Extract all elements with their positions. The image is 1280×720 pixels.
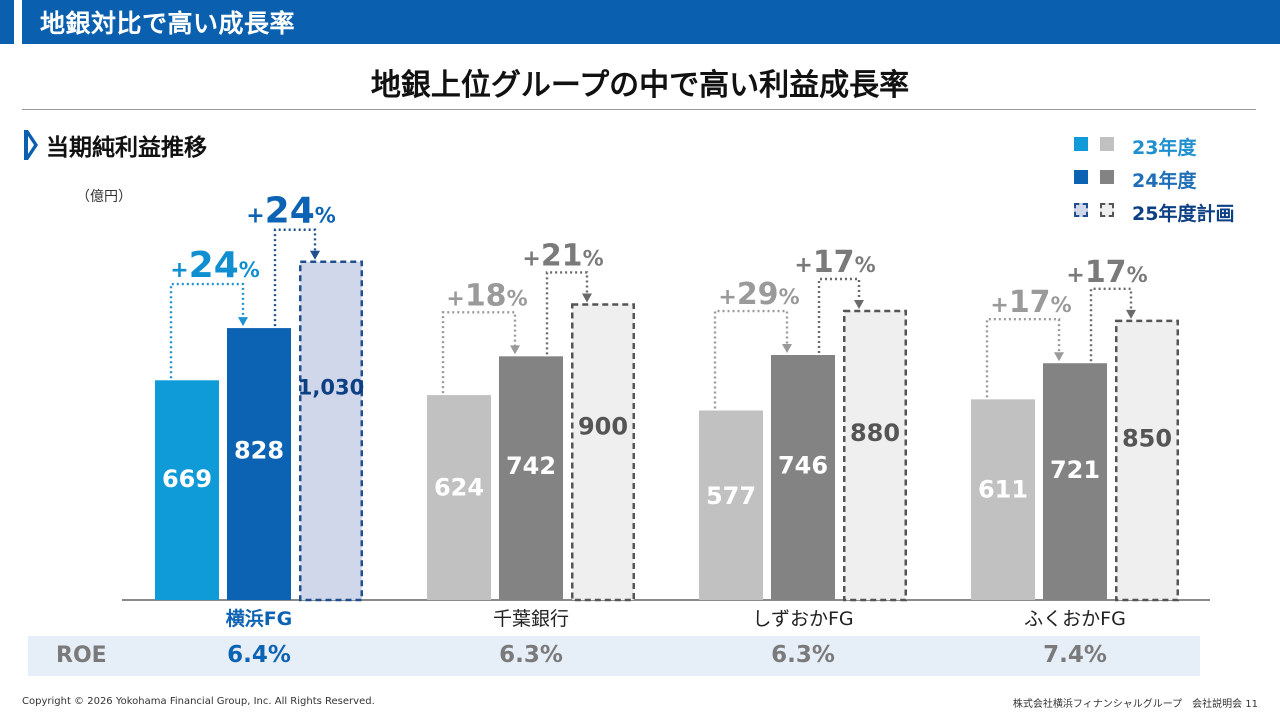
value-label-chiba-fy25: 900	[578, 412, 628, 440]
growth-label-24-25-yokohama: +24%	[246, 191, 336, 232]
legend-swatch-fy25-blue	[1074, 203, 1088, 217]
bar-shizuoka-fy24	[771, 355, 835, 600]
value-label-shizuoka-fy24: 746	[778, 451, 828, 479]
growth-arrowhead-23-24-shizuoka	[782, 344, 792, 354]
bar-fukuoka-fy23	[971, 399, 1035, 600]
bar-chiba-fy24	[499, 356, 563, 600]
bar-chiba-fy25	[571, 303, 635, 602]
page-title: 地銀対比で高い成長率	[40, 9, 296, 38]
unit-label: （億円）	[76, 189, 132, 205]
bar-shizuoka-fy23	[699, 410, 763, 600]
net-income-chart: 669 828 1,030 +24% +24% 横浜FG 624 742 900 +18% +21%…	[122, 191, 1210, 630]
footer-copyright: Copyright © 2026 Yokohama Financial Grou…	[22, 696, 375, 707]
bar-yokohama-fy23	[155, 380, 219, 600]
category-label-yokohama: 横浜FG	[226, 607, 293, 630]
legend-item-fy24: 24年度	[1074, 166, 1264, 192]
bar-yokohama-fy24	[227, 328, 291, 600]
growth-label-24-25-chiba: +21%	[522, 238, 603, 273]
bar-chiba-fy23	[427, 395, 491, 600]
value-label-fukuoka-fy23: 611	[978, 476, 1028, 504]
category-label-chiba: 千葉銀行	[493, 608, 569, 630]
footer-company-page: 株式会社横浜フィナンシャルグループ 会社説明会 11	[1012, 699, 1258, 710]
legend-swatch-fy23-gray	[1100, 137, 1114, 151]
value-label-yokohama-fy23: 669	[162, 465, 212, 493]
roe-band	[28, 636, 1200, 676]
bar-yokohama-fy25	[299, 260, 363, 602]
headline: 地銀上位グループの中で高い利益成長率	[370, 68, 910, 103]
section-title: 当期純利益推移	[46, 135, 207, 161]
header-accent	[0, 0, 22, 44]
legend-swatch-fy25-gray	[1100, 203, 1114, 217]
value-label-fukuoka-fy25: 850	[1122, 424, 1172, 452]
headline-divider	[22, 109, 1256, 110]
value-label-yokohama-fy24: 828	[234, 436, 284, 464]
value-label-shizuoka-fy23: 577	[706, 482, 756, 510]
legend-label-fy25: 25年度計画	[1132, 203, 1235, 225]
value-label-shizuoka-fy25: 880	[850, 419, 900, 447]
roe-label: ROE	[56, 643, 107, 668]
legend-label-fy23: 23年度	[1132, 137, 1197, 159]
legend-swatch-fy23-blue	[1074, 137, 1088, 151]
growth-arrowhead-23-24-chiba	[510, 345, 520, 355]
growth-arrow-24-25-fukuoka	[1089, 287, 1133, 362]
category-label-shizuoka: しずおかFG	[752, 608, 853, 630]
value-label-chiba-fy23: 624	[434, 473, 484, 501]
growth-arrow-23-24-shizuoka	[713, 309, 789, 409]
legend-item-fy23: 23年度	[1074, 133, 1264, 159]
bar-fukuoka-fy25	[1115, 319, 1179, 602]
growth-arrowhead-23-24-yokohama	[238, 317, 248, 327]
growth-arrow-24-25-chiba	[545, 271, 589, 355]
legend-swatch-fy24-blue	[1074, 170, 1088, 184]
value-label-fukuoka-fy24: 721	[1050, 456, 1100, 484]
bar-shizuoka-fy25	[843, 309, 907, 602]
growth-label-23-24-chiba: +18%	[446, 278, 527, 313]
growth-arrowhead-23-24-fukuoka	[1054, 352, 1064, 362]
bar-fukuoka-fy24	[1043, 363, 1107, 600]
growth-arrow-24-25-shizuoka	[817, 277, 861, 354]
growth-arrow-23-24-yokohama	[169, 282, 245, 379]
growth-arrowhead-24-25-chiba	[582, 293, 592, 303]
growth-arrowhead-24-25-fukuoka	[1126, 309, 1136, 319]
roe-value-fukuoka: 7.4%	[1043, 642, 1107, 668]
growth-arrowhead-24-25-yokohama	[310, 250, 320, 260]
section-chevron-icon	[24, 130, 38, 160]
roe-value-yokohama: 6.4%	[227, 642, 291, 668]
growth-label-24-25-fukuoka: +17%	[1066, 255, 1147, 290]
legend-item-fy25: 25年度計画	[1074, 199, 1264, 225]
header-bar	[0, 0, 1280, 44]
growth-arrow-23-24-chiba	[441, 311, 517, 394]
growth-arrow-24-25-yokohama	[273, 228, 317, 327]
growth-label-23-24-yokohama: +24%	[170, 245, 260, 286]
legend-swatch-fy24-gray	[1100, 170, 1114, 184]
growth-arrowhead-24-25-shizuoka	[854, 300, 864, 310]
legend-label-fy24: 24年度	[1132, 170, 1197, 192]
growth-label-23-24-shizuoka: +29%	[718, 277, 799, 312]
value-label-yokohama-fy25: 1,030	[298, 376, 364, 400]
value-label-chiba-fy24: 742	[506, 452, 556, 480]
roe-value-shizuoka: 6.3%	[771, 642, 835, 668]
roe-value-chiba: 6.3%	[499, 642, 563, 668]
category-label-fukuoka: ふくおかFG	[1024, 608, 1126, 630]
growth-label-23-24-fukuoka: +17%	[990, 285, 1071, 320]
growth-label-24-25-shizuoka: +17%	[794, 245, 875, 280]
